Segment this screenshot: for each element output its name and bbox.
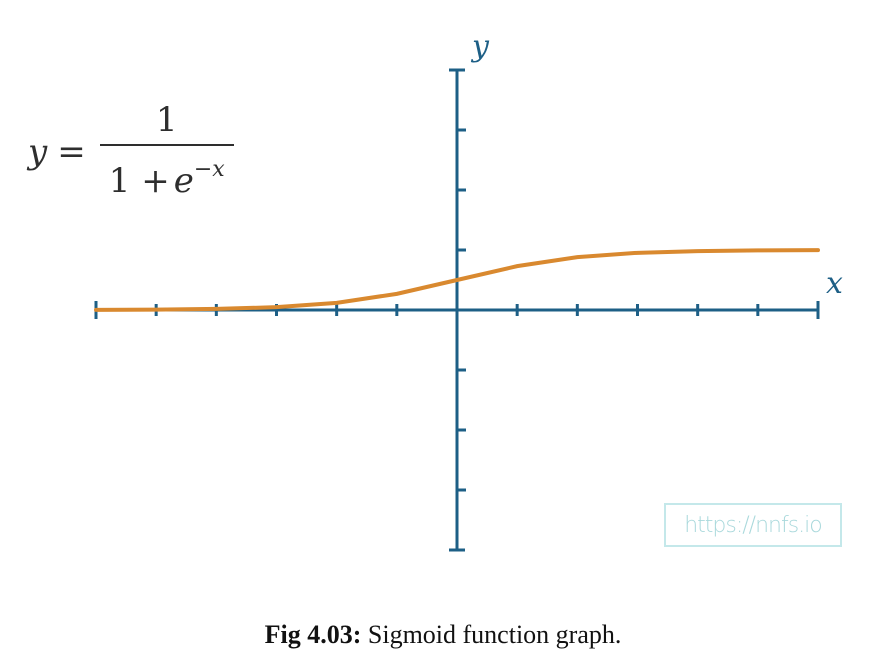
denominator-base: e	[173, 161, 194, 201]
equation-numerator: 1	[155, 100, 178, 140]
y-axis-label: y	[470, 29, 490, 64]
denominator-prefix: 1 +	[108, 161, 170, 201]
figure-caption: Fig 4.03: Sigmoid function graph.	[0, 620, 886, 650]
sigmoid-chart: x y	[94, 29, 843, 552]
watermark-link: https://nnfs.io	[664, 503, 842, 547]
denominator-exponent: −x	[193, 157, 225, 182]
equation-equals: =	[57, 131, 86, 172]
fraction-bar	[99, 144, 234, 146]
equation-lhs: y	[28, 131, 48, 172]
sigmoid-equation: y = 1 1 + e−x	[28, 100, 234, 203]
caption-label: Fig 4.03:	[264, 620, 362, 649]
sigmoid-curve	[94, 248, 820, 312]
equation-fraction: 1 1 + e−x	[99, 100, 234, 203]
equation-denominator: 1 + e−x	[109, 146, 225, 203]
caption-text: Sigmoid function graph.	[367, 620, 622, 649]
x-axis-label: x	[826, 266, 843, 301]
